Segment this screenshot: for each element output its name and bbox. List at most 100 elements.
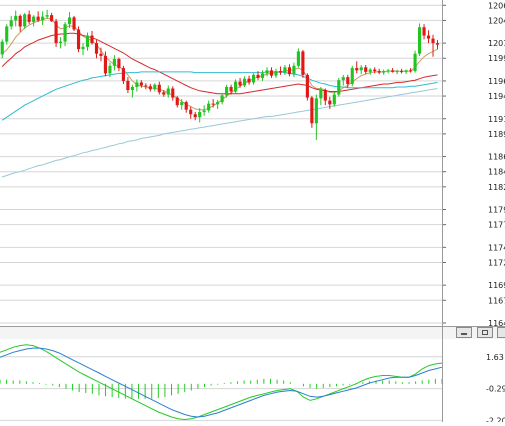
candle [359,65,363,75]
candle-body [18,15,22,27]
candle [184,100,188,113]
candle-body [373,69,377,72]
candle-body [400,71,404,73]
candle [14,10,18,27]
candle [350,65,354,87]
candle-body [242,78,247,86]
candle-body [220,95,224,103]
candle [314,94,318,140]
candle [377,68,381,75]
candle-body [368,69,372,72]
candle [166,85,170,98]
candle-body [59,41,63,44]
candle-body [171,88,175,98]
candle-body [431,38,435,44]
candle [292,62,296,78]
minimize-panel-button[interactable] [456,327,472,338]
candle-body [202,110,206,112]
candle-body [216,102,220,105]
candle [117,57,121,72]
price-tick-label: 1172 [488,258,505,267]
candle [198,108,202,123]
candle [395,69,399,75]
candle [238,77,242,88]
candle-body [9,20,13,27]
restore-panel-button[interactable] [477,327,493,338]
candle [94,40,99,59]
candle [417,23,422,56]
candle-body [274,71,278,76]
candle [126,77,130,94]
candle-body [198,111,202,118]
candle [162,90,166,97]
candle [81,43,85,56]
candle-body [234,81,238,92]
candle [364,65,368,75]
macd-tick-label: -0.29 [486,385,505,394]
candle [247,75,251,85]
candle-body [32,16,36,22]
candle-body [81,46,85,50]
candle [193,111,197,121]
candle-body [180,102,184,106]
candle-body [76,29,81,50]
candle [45,9,49,19]
candle [413,50,417,73]
candle-body [337,80,341,95]
candle-body [153,84,157,90]
candle-body [130,86,134,91]
divider-bar[interactable] [0,327,505,339]
price-tick-label: 1164 [488,319,505,328]
candle [328,96,332,109]
candle-body [332,94,336,105]
candle [23,12,27,29]
candle [121,65,125,84]
candle-body [41,16,45,21]
candle [67,12,72,28]
candlesticks [0,9,440,140]
candle [386,68,390,74]
candle-body [90,35,94,44]
candle [225,84,229,98]
candle [265,67,269,77]
candle-body [0,41,4,55]
macd-lines [0,344,443,421]
candle-body [278,71,283,73]
candle-body [23,14,27,27]
candle-body [265,70,269,74]
candle [135,79,139,92]
candle [355,61,359,74]
close-panel-button[interactable] [497,327,505,338]
candle [112,55,116,71]
candle-body [314,98,318,124]
price-tick-label: 1177 [488,221,505,230]
moving-average-ma_long [1,71,438,121]
candle-body [287,67,292,75]
candle-body [166,88,170,95]
macd-axis: 1.63 -0.29 -2.20 [486,353,505,426]
candle-body [135,82,139,87]
candle-body [103,55,108,74]
candle-body [148,86,152,90]
candle [260,70,265,81]
price-tick-label: 1167 [488,296,505,305]
candle [18,14,22,32]
candle [426,30,431,44]
candle-body [296,51,300,66]
candle-body [108,65,112,74]
candle [72,15,76,32]
candle [76,26,81,53]
candle [32,15,36,27]
candle [391,68,395,73]
candle-body [269,70,274,76]
candle [251,73,256,85]
candle [207,100,211,113]
price-tick-label: 1196 [488,77,505,86]
candle-body [251,74,256,83]
candle [130,84,134,98]
candle-body [211,103,215,105]
candle-body [229,86,233,92]
